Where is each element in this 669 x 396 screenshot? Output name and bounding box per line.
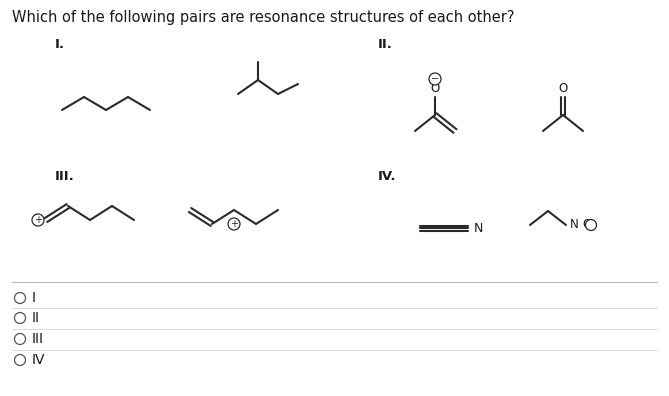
Text: O: O xyxy=(559,82,567,95)
Text: Which of the following pairs are resonance structures of each other?: Which of the following pairs are resonan… xyxy=(12,10,514,25)
Text: IV.: IV. xyxy=(378,170,397,183)
Text: −: − xyxy=(431,74,439,84)
Text: N: N xyxy=(570,219,579,232)
Circle shape xyxy=(429,73,441,85)
Text: O: O xyxy=(582,219,591,232)
Text: O: O xyxy=(430,82,440,95)
Text: I.: I. xyxy=(55,38,65,51)
Text: N: N xyxy=(474,221,484,234)
Text: II: II xyxy=(32,311,40,325)
Text: II.: II. xyxy=(378,38,393,51)
Text: +: + xyxy=(230,219,238,229)
Text: I: I xyxy=(32,291,36,305)
Text: III.: III. xyxy=(55,170,75,183)
Text: IV: IV xyxy=(32,353,45,367)
Circle shape xyxy=(585,219,597,230)
Circle shape xyxy=(32,214,44,226)
Text: III: III xyxy=(32,332,44,346)
Circle shape xyxy=(228,218,240,230)
Text: +: + xyxy=(34,215,42,225)
